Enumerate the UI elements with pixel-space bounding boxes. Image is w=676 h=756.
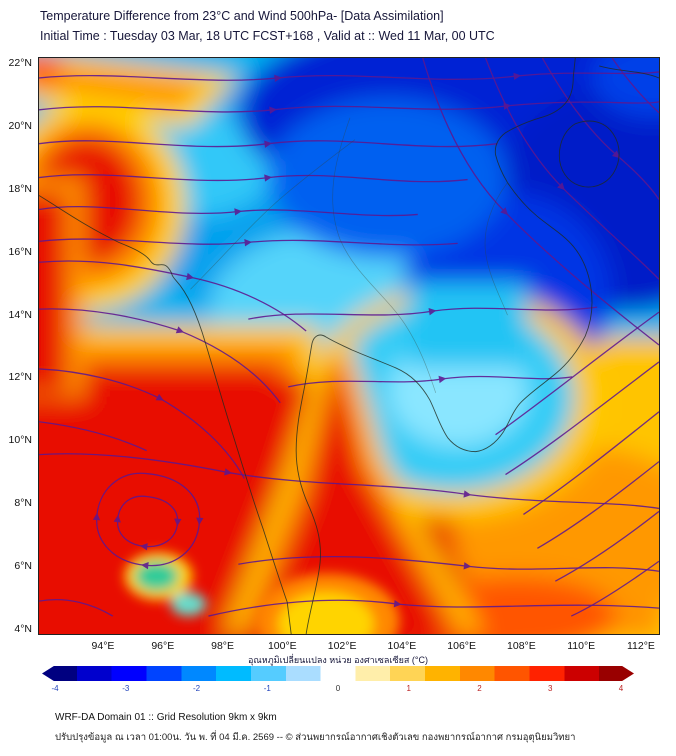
longitude-axis: 94°E 96°E 98°E 100°E 102°E 104°E 106°E 108°E 110…: [38, 640, 660, 654]
colorbar-ticks: -4 -3 -2 -1 0 1 2 3 4: [42, 684, 634, 696]
colorbar-tick-label: 0: [335, 684, 341, 693]
lon-tick-label: 94°E: [91, 640, 115, 652]
colorbar-tick-label: 1: [406, 684, 411, 693]
map-panel: [38, 57, 660, 635]
colorbar-tick-label: -1: [263, 684, 271, 693]
lon-tick-label: 110°E: [567, 640, 596, 652]
colorbar-label: อุณหภูมิเปลี่ยนแปลง หน่วย องศาเซลเซียส (…: [248, 655, 428, 665]
lat-tick-label: 20°N: [8, 119, 32, 132]
colorbar-tick-label: 2: [477, 684, 482, 693]
lon-tick-label: 106°E: [447, 640, 477, 652]
colorbar-tick-label: -4: [51, 684, 59, 693]
lon-tick-label: 112°E: [626, 640, 655, 652]
lon-tick-label: 104°E: [387, 640, 417, 652]
lon-tick-label: 98°E: [211, 640, 234, 652]
lon-tick-label: 108°E: [507, 640, 536, 652]
coastline: [39, 58, 659, 634]
colorbar-tick-label: -2: [192, 684, 201, 693]
domain-info: WRF-DA Domain 01 :: Grid Resolution 9km …: [55, 712, 277, 723]
temperature-field-detail: [124, 552, 400, 634]
wind-streamlines: [39, 58, 659, 617]
lon-tick-label: 102°E: [327, 640, 357, 652]
page-title: Temperature Difference from 23°C and Win…: [40, 9, 444, 23]
map-canvas: [39, 58, 659, 634]
colorbar-tick-label: 3: [547, 684, 553, 693]
lat-tick-label: 4°N: [14, 623, 32, 636]
lat-tick-label: 6°N: [14, 560, 32, 573]
lon-tick-label: 100°E: [267, 640, 297, 652]
colorbar-tick-label: -3: [122, 684, 130, 693]
page-subtitle: Initial Time : Tuesday 03 Mar, 18 UTC FC…: [40, 29, 495, 43]
lat-tick-label: 10°N: [8, 434, 32, 447]
lon-tick-label: 96°E: [151, 640, 175, 652]
lat-tick-label: 12°N: [8, 371, 32, 384]
lat-tick-label: 14°N: [8, 308, 32, 321]
lat-tick-label: 22°N: [8, 56, 32, 69]
latitude-axis: 22°N 20°N 18°N 16°N 14°N 12°N 10°N 8°N 6°N 4°N: [0, 57, 35, 635]
header: Temperature Difference from 23°C and Win…: [40, 6, 495, 46]
update-credit: ปรับปรุงข้อมูล ณ เวลา 01:00น. วัน พ. ที่…: [55, 732, 576, 743]
lat-tick-label: 18°N: [8, 182, 32, 195]
colorbar-tick-label: 4: [618, 684, 624, 693]
colorbar: [42, 666, 634, 681]
lat-tick-label: 16°N: [8, 245, 32, 258]
lat-tick-label: 8°N: [14, 497, 32, 510]
